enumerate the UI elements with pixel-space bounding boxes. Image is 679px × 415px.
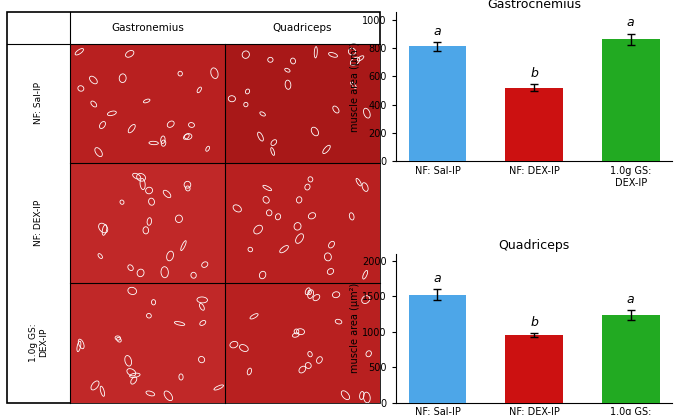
Text: Quadriceps: Quadriceps: [272, 23, 332, 33]
Bar: [602, 39, 660, 161]
Text: a: a: [627, 293, 634, 307]
Bar: [602, 315, 660, 403]
Y-axis label: muscle area (μm²): muscle area (μm²): [350, 283, 359, 373]
Text: NF: Sal-IP: NF: Sal-IP: [34, 83, 43, 124]
Bar: [70, 283, 225, 403]
Title: Gastrocnemius: Gastrocnemius: [487, 0, 581, 11]
Text: a: a: [434, 272, 441, 285]
Text: b: b: [530, 316, 538, 329]
Bar: [409, 295, 466, 403]
Text: Gastronemius: Gastronemius: [111, 23, 184, 33]
Bar: [225, 283, 380, 403]
Text: 1.0g GS:
DEX-IP: 1.0g GS: DEX-IP: [29, 323, 48, 362]
Text: b: b: [530, 67, 538, 80]
Bar: [70, 163, 225, 283]
Title: Quadriceps: Quadriceps: [498, 239, 570, 252]
Text: a: a: [627, 17, 634, 29]
Bar: [70, 44, 225, 163]
Bar: [225, 44, 380, 163]
Bar: [409, 46, 466, 161]
Text: NF: DEX-IP: NF: DEX-IP: [34, 200, 43, 246]
Bar: [225, 163, 380, 283]
Text: a: a: [434, 25, 441, 38]
Bar: [505, 335, 563, 403]
Bar: [505, 88, 563, 161]
Y-axis label: muscle area (μm²): muscle area (μm²): [350, 42, 360, 132]
